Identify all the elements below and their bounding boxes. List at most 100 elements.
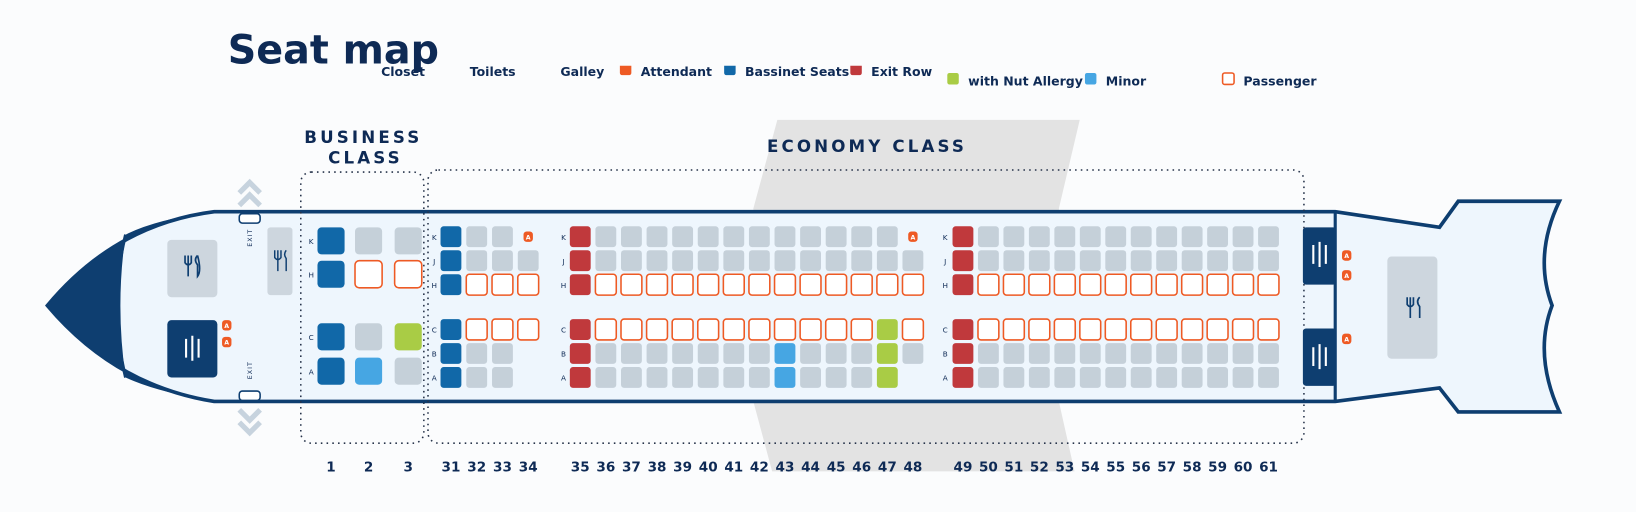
- seat[interactable]: [851, 343, 873, 364]
- seat[interactable]: [825, 226, 847, 248]
- seat[interactable]: [1054, 250, 1076, 272]
- seat[interactable]: [440, 367, 462, 388]
- seat[interactable]: [952, 274, 974, 296]
- seat[interactable]: [1105, 343, 1127, 364]
- seat[interactable]: [595, 250, 617, 272]
- seat[interactable]: [1232, 367, 1254, 388]
- seat[interactable]: [440, 226, 462, 248]
- seat[interactable]: [825, 250, 847, 272]
- seat[interactable]: [1156, 250, 1178, 272]
- seat[interactable]: [595, 226, 617, 248]
- seat[interactable]: [851, 367, 873, 388]
- seat[interactable]: [355, 227, 383, 255]
- seat[interactable]: [1105, 367, 1127, 388]
- seat[interactable]: [317, 227, 345, 255]
- seat[interactable]: [440, 343, 462, 364]
- seat[interactable]: [825, 343, 847, 364]
- seat[interactable]: [672, 343, 694, 364]
- seat[interactable]: [466, 343, 488, 364]
- seat[interactable]: [723, 367, 745, 388]
- seat[interactable]: [440, 319, 462, 340]
- seat[interactable]: [774, 367, 796, 388]
- seat[interactable]: [646, 226, 668, 248]
- seat[interactable]: [394, 357, 422, 385]
- seat[interactable]: [977, 367, 999, 388]
- seat[interactable]: [902, 250, 924, 272]
- seat[interactable]: [1156, 367, 1178, 388]
- seat[interactable]: [952, 319, 974, 340]
- seat[interactable]: [1207, 226, 1229, 248]
- seat[interactable]: [569, 343, 591, 364]
- seat[interactable]: [569, 226, 591, 248]
- seat[interactable]: [1079, 343, 1101, 364]
- seat[interactable]: [952, 226, 974, 248]
- seat[interactable]: [1232, 226, 1254, 248]
- seat[interactable]: [1181, 226, 1203, 248]
- seat[interactable]: [1105, 226, 1127, 248]
- seat[interactable]: [1054, 343, 1076, 364]
- seat[interactable]: [825, 367, 847, 388]
- seat[interactable]: [1232, 343, 1254, 364]
- seat[interactable]: [876, 226, 898, 248]
- seat[interactable]: [355, 323, 383, 351]
- seat[interactable]: [646, 367, 668, 388]
- seat[interactable]: [1181, 343, 1203, 364]
- seat[interactable]: [800, 367, 821, 388]
- seat[interactable]: [595, 367, 617, 388]
- seat[interactable]: [1054, 226, 1076, 248]
- seat[interactable]: [317, 323, 345, 351]
- seat[interactable]: [1207, 367, 1229, 388]
- seat[interactable]: [440, 250, 462, 272]
- seat[interactable]: [1130, 250, 1152, 272]
- seat[interactable]: [569, 319, 591, 340]
- seat[interactable]: [876, 343, 898, 364]
- seat[interactable]: [952, 250, 974, 272]
- seat[interactable]: [1207, 343, 1229, 364]
- seat[interactable]: [646, 250, 668, 272]
- seat[interactable]: [800, 343, 821, 364]
- seat[interactable]: [1258, 343, 1279, 364]
- seat[interactable]: [672, 367, 694, 388]
- seat[interactable]: [800, 250, 821, 272]
- seat[interactable]: [317, 260, 345, 288]
- seat[interactable]: [317, 357, 345, 385]
- seat[interactable]: [1258, 367, 1279, 388]
- seat[interactable]: [492, 250, 513, 272]
- seat[interactable]: [569, 367, 591, 388]
- seat[interactable]: [697, 367, 719, 388]
- seat[interactable]: [902, 343, 924, 364]
- seat[interactable]: [851, 250, 873, 272]
- seat[interactable]: [1003, 226, 1025, 248]
- seat[interactable]: [1181, 367, 1203, 388]
- seat[interactable]: [748, 250, 770, 272]
- seat[interactable]: [1028, 226, 1050, 248]
- seat[interactable]: [748, 343, 770, 364]
- seat[interactable]: [1079, 250, 1101, 272]
- seat[interactable]: [952, 367, 974, 388]
- seat[interactable]: [1003, 250, 1025, 272]
- seat[interactable]: [1003, 367, 1025, 388]
- seat[interactable]: [1105, 250, 1127, 272]
- seat[interactable]: [977, 343, 999, 364]
- seat[interactable]: [774, 250, 796, 272]
- seat[interactable]: [977, 250, 999, 272]
- seat[interactable]: [1130, 367, 1152, 388]
- seat[interactable]: [977, 226, 999, 248]
- seat[interactable]: [723, 226, 745, 248]
- seat[interactable]: [466, 367, 488, 388]
- seat[interactable]: [620, 343, 642, 364]
- seat[interactable]: [1028, 343, 1050, 364]
- seat[interactable]: [952, 343, 974, 364]
- seat[interactable]: [595, 343, 617, 364]
- seat[interactable]: [774, 226, 796, 248]
- seat[interactable]: [1054, 367, 1076, 388]
- seat[interactable]: [394, 323, 422, 351]
- seat[interactable]: [774, 343, 796, 364]
- seat[interactable]: [876, 319, 898, 340]
- seat[interactable]: [492, 367, 513, 388]
- seat[interactable]: [723, 343, 745, 364]
- seat[interactable]: [1156, 343, 1178, 364]
- seat[interactable]: [1258, 250, 1279, 272]
- seat[interactable]: [851, 226, 873, 248]
- seat[interactable]: [620, 250, 642, 272]
